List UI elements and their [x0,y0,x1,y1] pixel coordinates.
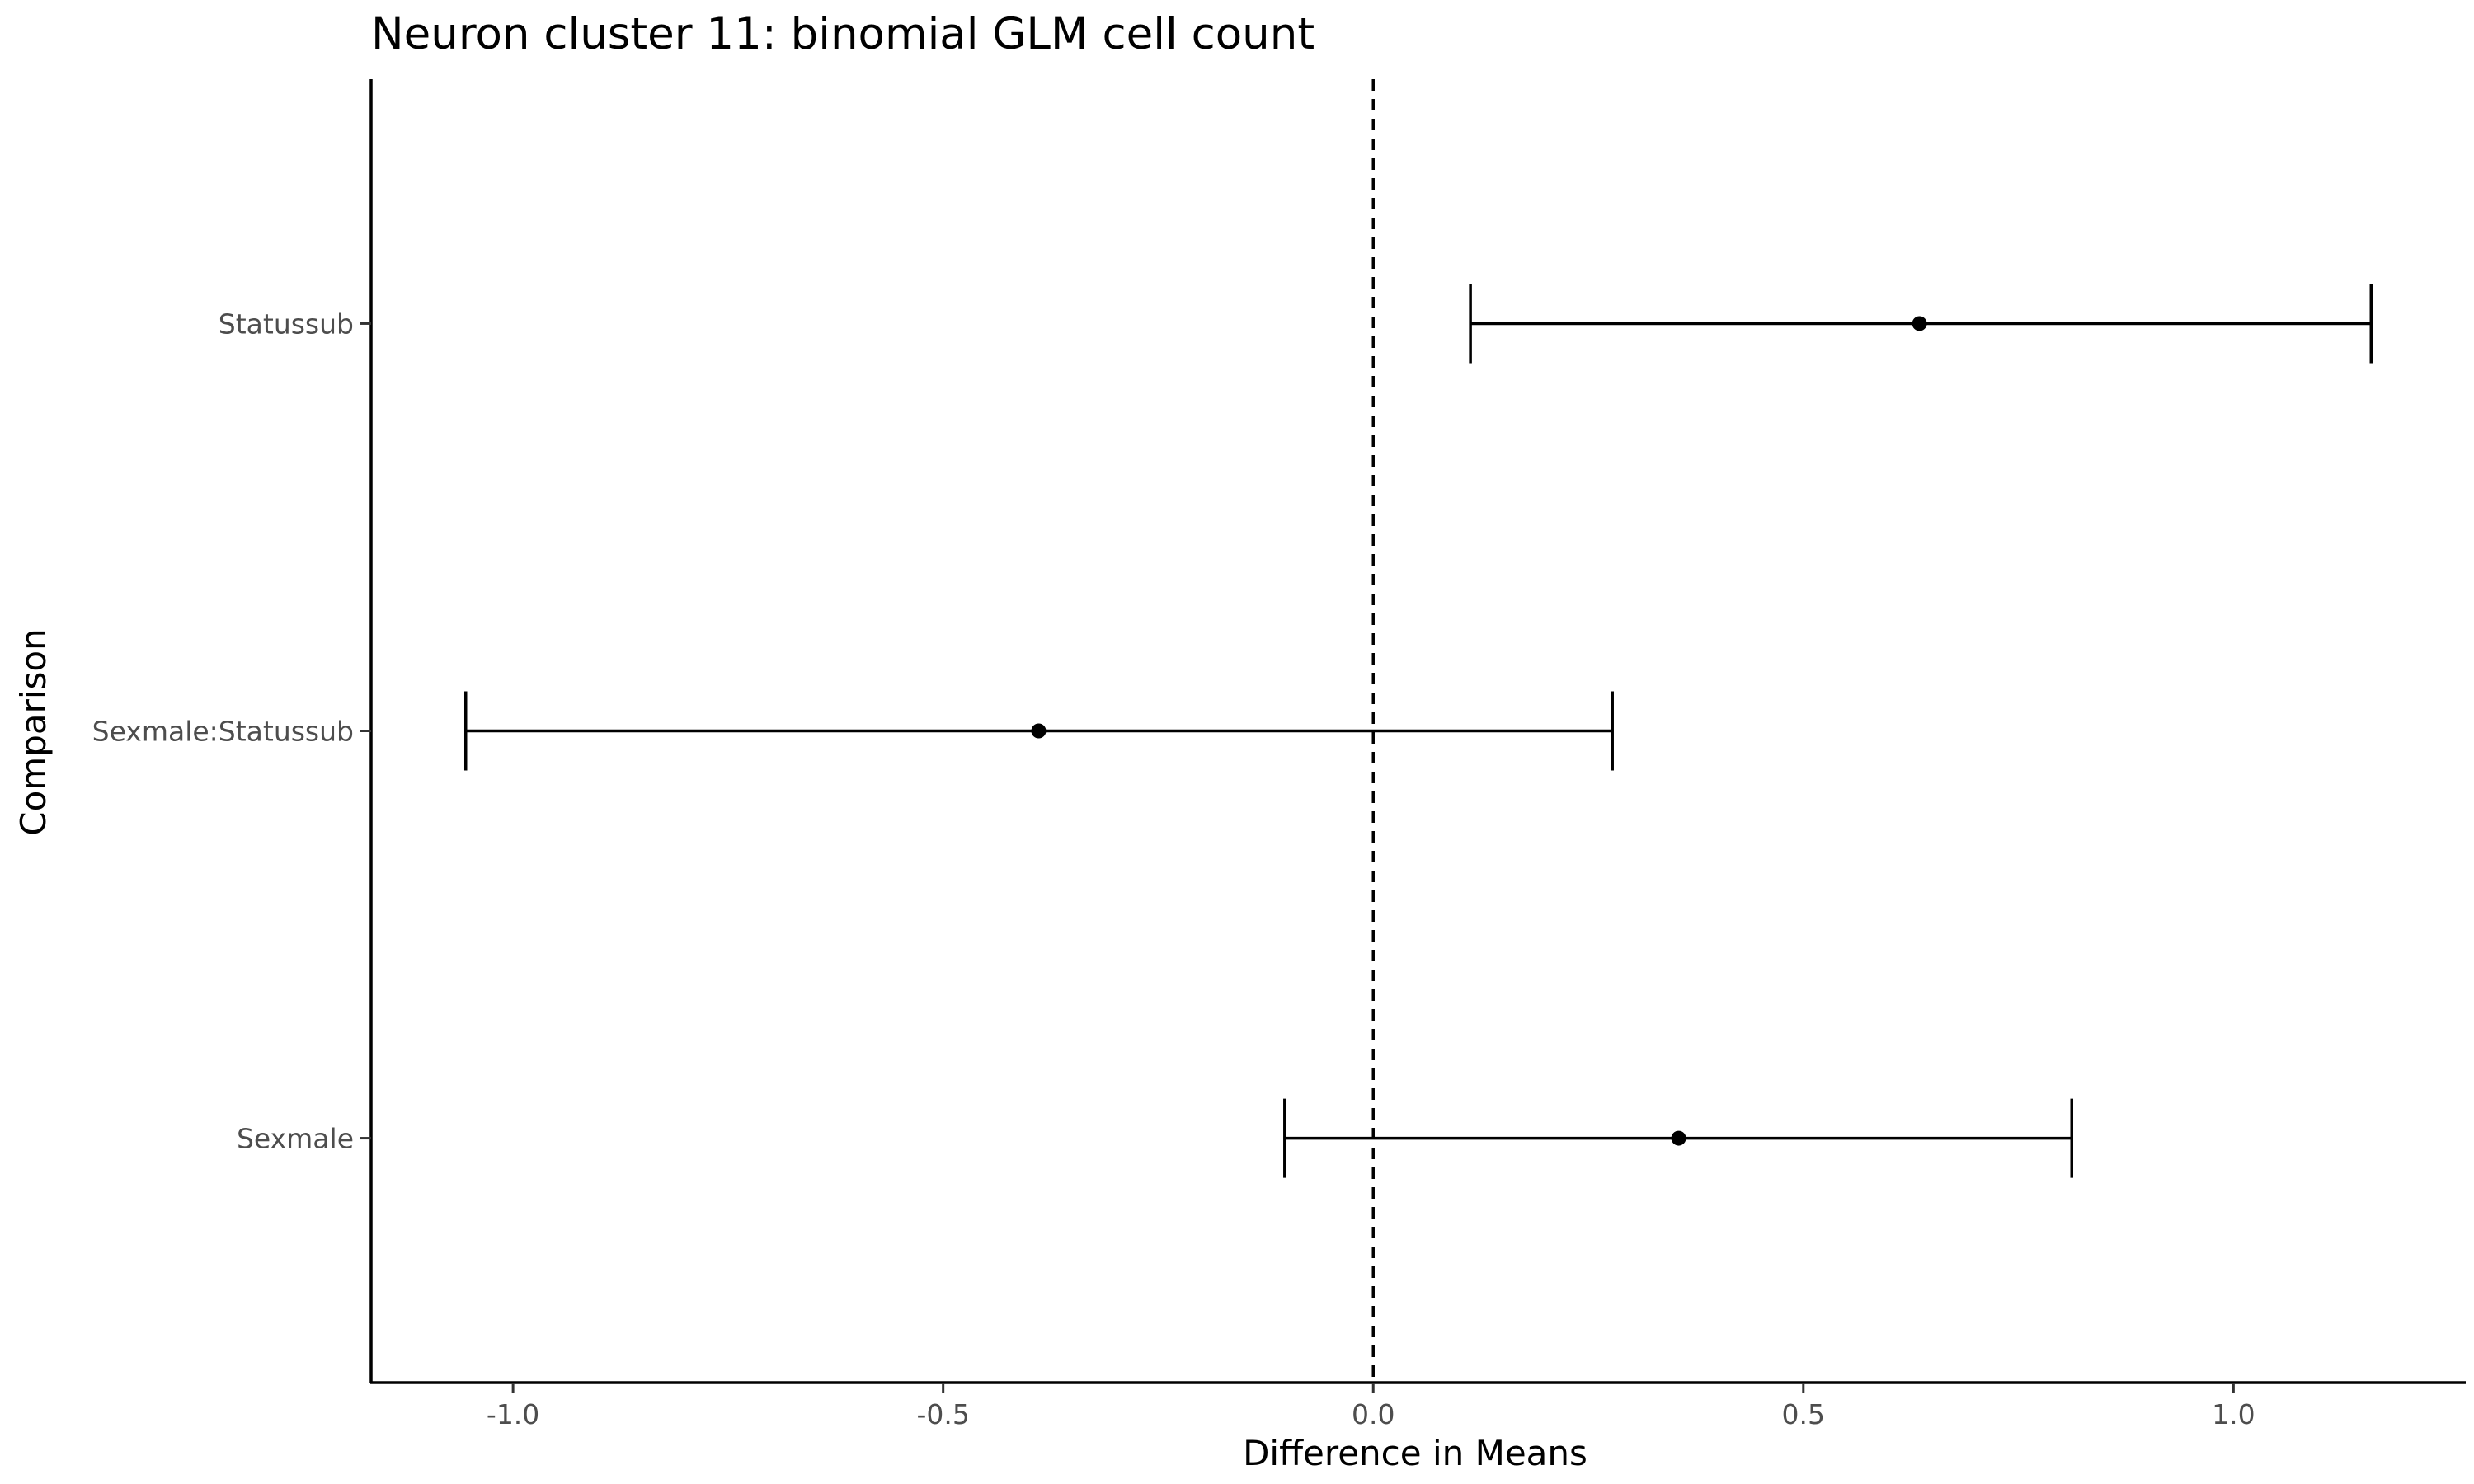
y-axis-title: Comparison [13,628,54,835]
x-tick-label: -1.0 [487,1398,539,1430]
estimate-point [1671,1130,1686,1146]
x-axis-title: Difference in Means [1243,1433,1587,1473]
x-tick-label: 0.5 [1782,1398,1825,1430]
x-tick-label: 0.0 [1352,1398,1395,1430]
estimate-point [1912,316,1927,331]
y-tick-label: Statussub [219,308,354,340]
plot-layer: -1.0 -0.5 0.0 0.5 1.0 Sexmale Sexmale:Statussu… [92,79,2466,1430]
x-tick-label: -0.5 [916,1398,969,1430]
y-tick-label: Sexmale [237,1123,354,1155]
y-tick-label: Sexmale:Statussub [92,716,354,748]
x-tick-label: 1.0 [2212,1398,2255,1430]
estimate-point [1031,723,1047,739]
chart-title: Neuron cluster 11: binomial GLM cell cou… [371,9,1315,59]
